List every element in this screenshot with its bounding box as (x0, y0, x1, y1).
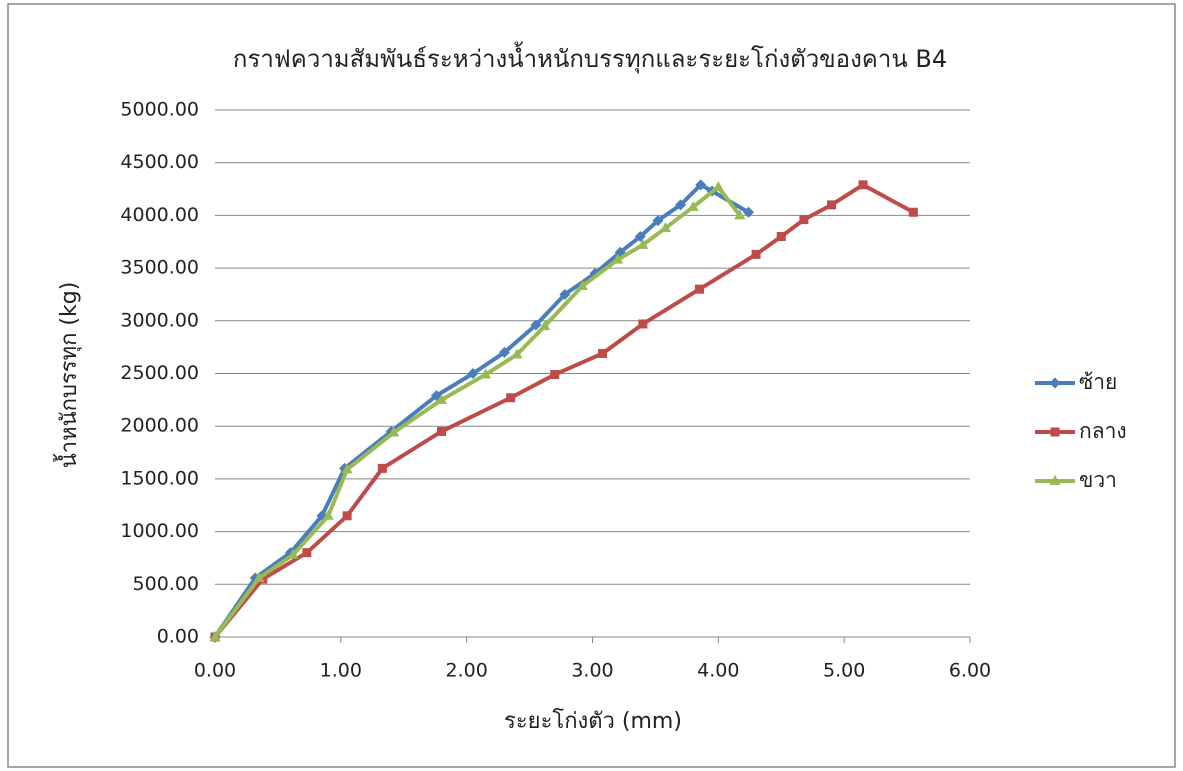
legend-label: ขวา (1079, 468, 1117, 492)
data-point (776, 231, 786, 241)
y-tick-label: 1500.00 (120, 467, 199, 489)
data-point (253, 571, 265, 582)
data-point (638, 319, 648, 329)
data-point (694, 284, 704, 294)
data-point (598, 348, 608, 358)
y-tick-label: 3000.00 (120, 309, 199, 331)
data-point (799, 215, 809, 225)
data-point (437, 426, 446, 436)
data-point (388, 426, 400, 437)
data-point (559, 288, 571, 300)
data-point (614, 246, 626, 258)
data-point (743, 206, 755, 218)
chart-title: กราฟความสัมพันธ์ระหว่างน้ำหนักบรรทุกและร… (233, 41, 947, 74)
data-point (467, 368, 479, 379)
data-point (637, 238, 649, 249)
y-tick-label: 4000.00 (120, 204, 199, 226)
data-point (498, 346, 510, 358)
data-point (287, 548, 299, 559)
data-point (539, 320, 551, 331)
data-point (687, 200, 699, 211)
y-tick-label: 0.00 (157, 626, 199, 648)
x-tick-label: 2.00 (446, 660, 488, 682)
data-point (377, 463, 387, 473)
data-point (511, 348, 523, 359)
y-tick-label: 500.00 (133, 573, 199, 595)
data-point (530, 319, 542, 331)
y-tick-label: 2000.00 (120, 415, 199, 437)
y-axis-label: น้ำหนักบรรทุก (kg) (53, 282, 82, 469)
data-point (550, 370, 560, 380)
data-point (612, 253, 624, 264)
x-tick-label: 4.00 (697, 660, 739, 682)
y-tick-label: 3500.00 (120, 257, 199, 279)
chart-frame (7, 3, 1176, 768)
legend-label: ซ้าย (1079, 370, 1117, 394)
data-point (506, 393, 516, 403)
data-point (341, 463, 353, 474)
data-point (712, 180, 724, 191)
data-point (302, 548, 312, 558)
x-tick-label: 3.00 (571, 660, 613, 682)
legend-marker (1049, 377, 1061, 389)
data-point (436, 393, 447, 404)
x-tick-label: 6.00 (949, 660, 991, 682)
legend-label: กลาง (1079, 419, 1127, 443)
data-point (634, 230, 646, 242)
x-tick-label: 5.00 (823, 660, 865, 682)
data-point (858, 180, 868, 190)
data-point (908, 207, 918, 217)
data-point (342, 511, 352, 521)
data-point (827, 200, 837, 210)
y-tick-label: 1000.00 (120, 520, 199, 542)
data-point (322, 509, 334, 520)
data-point (734, 209, 746, 220)
x-tick-label: 0.00 (194, 660, 236, 682)
data-point (695, 179, 707, 191)
x-axis-label: ระยะโก่งตัว (mm) (504, 708, 682, 734)
data-point (652, 215, 664, 227)
y-tick-label: 5000.00 (120, 99, 199, 121)
legend-marker (1050, 427, 1060, 437)
y-tick-label: 2500.00 (120, 362, 199, 384)
y-tick-label: 4500.00 (120, 151, 199, 173)
data-point (576, 280, 588, 291)
data-point (209, 631, 221, 641)
data-point (480, 368, 492, 379)
legend-marker (1049, 475, 1061, 485)
data-point (659, 222, 671, 233)
data-point (675, 199, 687, 211)
x-tick-label: 1.00 (320, 660, 362, 682)
data-point (751, 249, 761, 259)
